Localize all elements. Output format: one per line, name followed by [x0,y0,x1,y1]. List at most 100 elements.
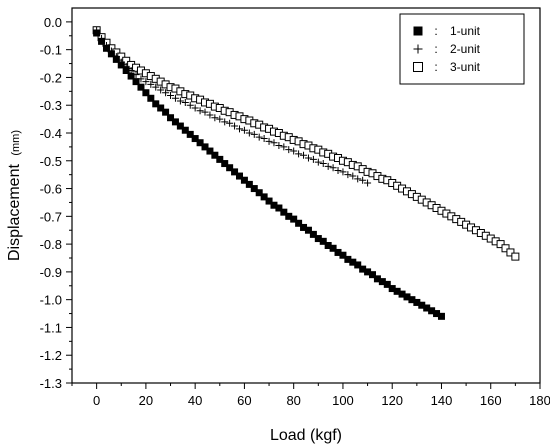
x-tick-label: 20 [139,393,153,408]
y-tick-label: 0.0 [44,15,62,30]
data-point-2-unit [339,168,347,176]
data-point-1-unit [206,147,214,155]
data-point-1-unit [196,139,204,147]
y-axis-title-text: Displacement [6,164,23,261]
data-point-1-unit [98,37,106,45]
data-point-2-unit [295,150,303,158]
data-point-1-unit [167,114,175,122]
data-point-1-unit [433,310,441,318]
data-point-1-unit [275,204,283,212]
data-point-2-unit [196,107,204,115]
data-point-2-unit [221,118,229,126]
data-point-1-unit [285,212,293,220]
y-tick-label: -0.8 [40,237,62,252]
y-tick-label: -0.3 [40,98,62,113]
data-point-1-unit [388,285,396,293]
data-point-1-unit [334,248,342,256]
legend: :1-unit: 2-unit: 3-unit [399,13,525,85]
data-point-2-unit [216,115,224,123]
data-point-2-unit [290,147,298,155]
data-point-1-unit [127,72,135,80]
data-point-3-unit [496,240,505,249]
x-tick-label: 100 [332,393,354,408]
data-point-1-unit [186,130,194,138]
data-point-1-unit [102,44,110,52]
data-point-2-unit [152,83,160,91]
y-tick-label: -1.1 [40,320,62,335]
data-point-2-unit [162,89,170,97]
data-point-1-unit [413,298,421,306]
data-point-1-unit [373,275,381,283]
y-tick-label: -0.1 [40,43,62,58]
data-marks [92,26,520,320]
data-point-1-unit [211,151,219,159]
legend-marker-2-unit [413,44,423,54]
data-point-2-unit [147,80,155,88]
legend-marker-1-unit [413,26,423,36]
data-point-1-unit [245,180,253,188]
data-point-1-unit [378,278,386,286]
data-point-1-unit [290,215,298,223]
legend-label-2-unit: 2-unit [450,42,481,56]
data-point-2-unit [206,111,214,119]
data-point-1-unit [428,307,436,315]
data-point-2-unit [275,142,283,149]
data-point-1-unit [260,193,268,201]
data-point-1-unit [354,261,362,269]
x-axis-ticks: 0 20 40 60 80 100 120 140 160 180 [71,383,550,408]
data-point-2-unit [186,101,194,109]
data-point-2-unit [344,171,352,179]
x-tick-label: 160 [480,393,502,408]
data-point-1-unit [250,185,258,193]
data-point-1-unit [181,126,189,134]
data-point-1-unit [314,235,322,243]
data-point-1-unit [349,258,357,266]
data-point-2-unit [255,133,263,141]
data-point-1-unit [201,143,209,151]
y-axis-title: Displacement (mm) [6,130,23,261]
y-tick-label: -1.0 [40,293,62,308]
data-point-1-unit [403,293,411,301]
data-point-2-unit [245,129,253,137]
data-point-1-unit [93,29,101,37]
data-point-2-unit [349,172,357,180]
data-point-2-unit [211,114,219,122]
data-point-1-unit [319,237,327,245]
data-point-1-unit [117,61,125,69]
data-point-2-unit [329,164,337,172]
data-point-1-unit [226,164,234,172]
data-point-3-unit [501,244,510,253]
y-tick-label: -1.3 [40,376,62,391]
data-point-2-unit [176,97,184,105]
x-tick-label: 60 [237,393,251,408]
data-point-3-unit [511,252,520,261]
x-tick-label: 180 [529,393,550,408]
data-point-1-unit [107,50,115,58]
data-point-1-unit [191,135,199,143]
data-point-2-unit [201,108,209,116]
x-tick-label: 80 [286,393,300,408]
data-point-2-unit [250,130,258,138]
data-point-1-unit [344,255,352,263]
data-point-2-unit [359,176,367,184]
data-point-2-unit [285,146,293,154]
data-point-1-unit [437,312,445,320]
data-point-1-unit [408,296,416,304]
data-point-2-unit [240,126,248,134]
data-point-2-unit [235,125,243,133]
data-point-1-unit [235,172,243,180]
data-point-1-unit [369,271,377,279]
data-point-3-unit [506,248,515,257]
data-point-1-unit [240,176,248,184]
data-point-2-unit [270,139,278,147]
data-point-2-unit [191,104,199,112]
data-point-1-unit [364,268,372,276]
data-point-1-unit [423,304,431,312]
data-point-2-unit [167,92,175,99]
data-point-2-unit [324,162,332,170]
data-point-1-unit [339,251,347,259]
data-point-1-unit [122,67,130,74]
data-point-2-unit [231,122,239,130]
y-tick-label: -0.7 [40,209,62,224]
